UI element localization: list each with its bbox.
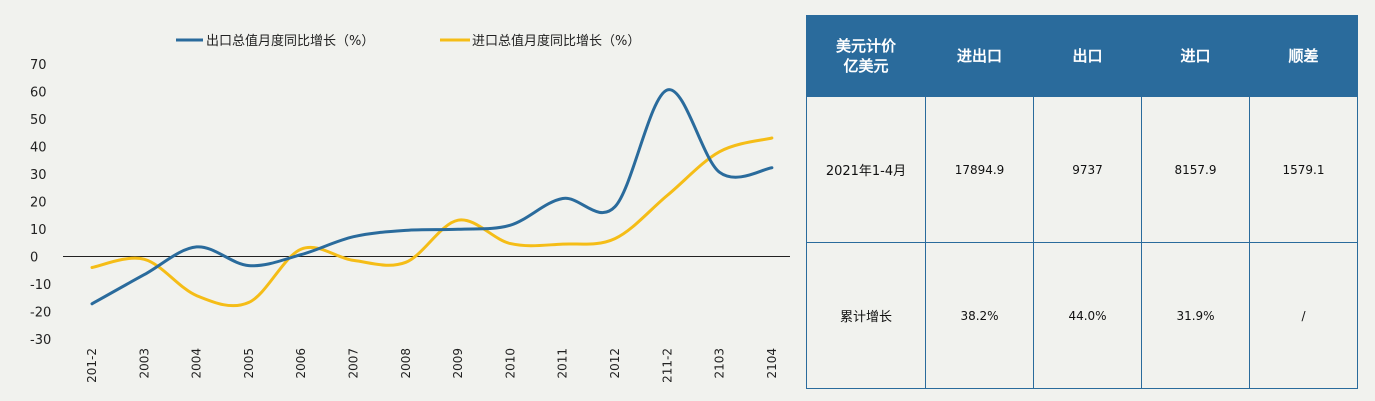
cell-export-value: 9737 — [1033, 96, 1142, 243]
export-growth-line — [90, 88, 774, 306]
cell-total-trade-value: 17894.9 — [925, 96, 1034, 243]
x-tick-label: 2006 — [294, 348, 308, 379]
table-panel: 美元计价 亿美元 进出口 出口 进口 顺差 2021年1-4月 17894.9 — [806, 15, 1358, 389]
header-import-label: 进口 — [1180, 47, 1211, 65]
table-header-unit: 美元计价 亿美元 — [806, 15, 926, 97]
header-export-label: 出口 — [1072, 47, 1103, 65]
y-tick-label: 60 — [30, 86, 47, 101]
x-tick-label: 2012 — [608, 348, 622, 379]
y-tick-label: 0 — [30, 251, 38, 266]
x-tick-label: 2007 — [347, 348, 361, 379]
table-header-surplus: 顺差 — [1249, 15, 1358, 97]
legend-import-label: 进口总值月度同比增长（%） — [472, 33, 640, 49]
table-header-total-trade: 进出口 — [925, 15, 1034, 97]
y-tick-label: 40 — [30, 141, 47, 156]
x-tick-label: 2003 — [137, 348, 151, 379]
cell-surplus-value: 1579.1 — [1249, 96, 1358, 243]
table-row: 累计增长 38.2% 44.0% 31.9% / — [806, 242, 1358, 389]
y-tick-label: 50 — [30, 113, 47, 128]
x-tick-label: 2004 — [190, 348, 204, 379]
x-tick-label: 2008 — [399, 348, 413, 379]
header-unit-label: 美元计价 亿美元 — [835, 37, 896, 75]
x-tick-label: 201-2 — [85, 348, 99, 383]
x-tick-label: 211-2 — [660, 348, 674, 383]
import-growth-line — [90, 136, 774, 308]
cell-import-value: 8157.9 — [1141, 96, 1250, 243]
y-tick-label: 30 — [30, 168, 47, 183]
x-tick-label: 2009 — [451, 348, 465, 379]
x-tick-label: 2011 — [556, 348, 570, 379]
y-tick-label: -10 — [30, 278, 51, 293]
y-tick-label: 70 — [30, 58, 47, 73]
row-period-label: 2021年1-4月 — [806, 96, 926, 243]
x-tick-label: 2005 — [242, 348, 256, 379]
row-growth-label: 累计增长 — [806, 242, 926, 389]
cell-import-growth: 31.9% — [1141, 242, 1250, 389]
header-surplus-label: 顺差 — [1288, 47, 1319, 65]
y-tick-label: 10 — [30, 223, 47, 238]
trade-summary-table: 美元计价 亿美元 进出口 出口 进口 顺差 2021年1-4月 17894.9 — [806, 15, 1358, 389]
legend-export-label: 出口总值月度同比增长（%） — [206, 33, 374, 49]
x-tick-label: 2010 — [503, 348, 517, 379]
cell-surplus-growth: / — [1249, 242, 1358, 389]
header-total-trade-label: 进出口 — [956, 47, 1002, 65]
y-tick-label: -20 — [30, 306, 51, 321]
table-header-row: 美元计价 亿美元 进出口 出口 进口 顺差 — [806, 15, 1358, 97]
table-row: 2021年1-4月 17894.9 9737 8157.9 1579.1 — [806, 96, 1358, 243]
y-tick-label: -30 — [30, 333, 51, 348]
x-tick-label: 2103 — [713, 348, 727, 379]
table-header-export: 出口 — [1033, 15, 1142, 97]
cell-export-growth: 44.0% — [1033, 242, 1142, 389]
table-header-import: 进口 — [1141, 15, 1250, 97]
chart-panel: 70 60 50 40 30 20 10 0 -10 -20 -30 201-2 2003 2004 200… — [30, 33, 790, 383]
x-tick-label: 2104 — [765, 348, 779, 379]
y-tick-label: 20 — [30, 196, 47, 211]
cell-total-trade-growth: 38.2% — [925, 242, 1034, 389]
